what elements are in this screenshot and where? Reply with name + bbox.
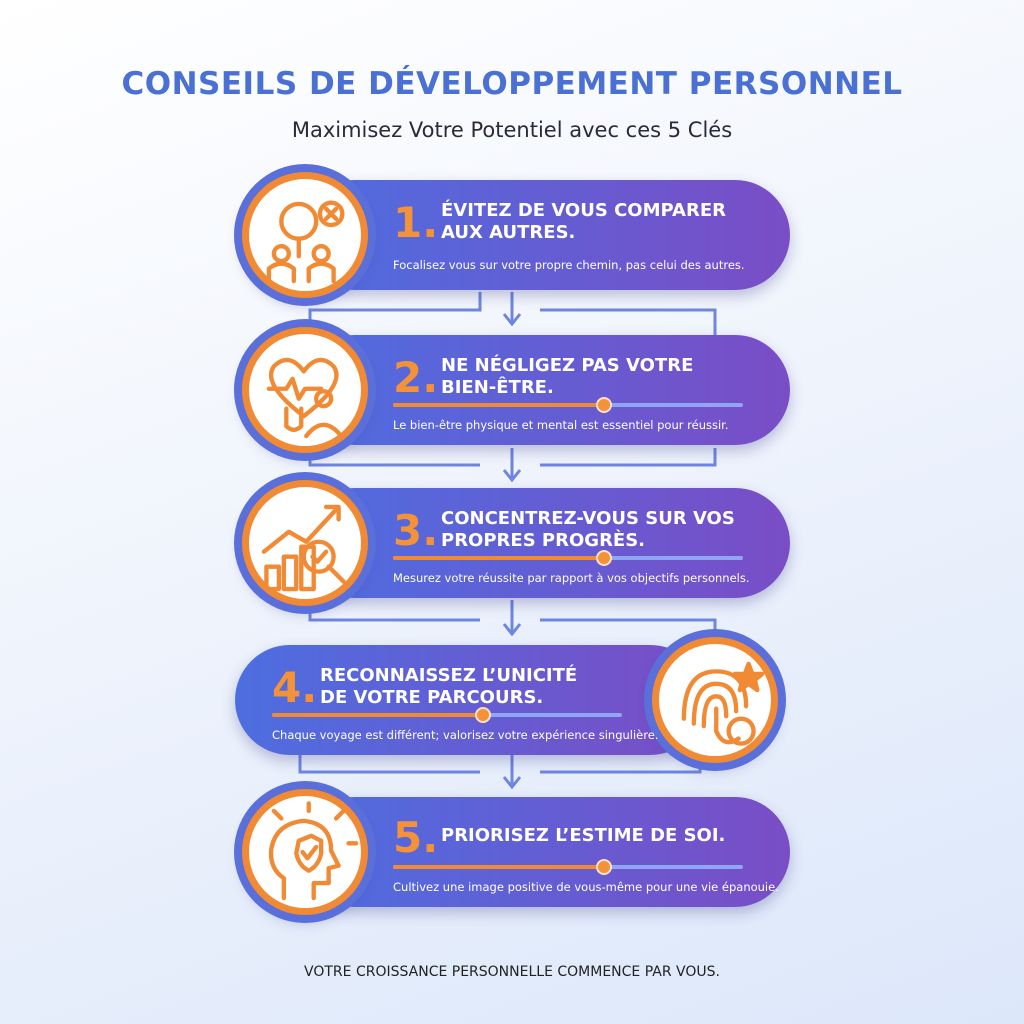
card bbox=[235, 645, 705, 755]
item-title: BIEN-ÊTRE. bbox=[441, 377, 554, 398]
item-description: Chaque voyage est différent; valorisez v… bbox=[272, 728, 659, 742]
item-number: 1. bbox=[393, 198, 439, 247]
card bbox=[300, 335, 790, 445]
item-description: Le bien-être physique et mental est esse… bbox=[393, 418, 729, 432]
card bbox=[300, 797, 790, 907]
item-number: 4. bbox=[272, 663, 318, 712]
slider-knob bbox=[596, 397, 612, 413]
icon-circle bbox=[242, 789, 368, 915]
card bbox=[300, 180, 790, 290]
item-title: CONCENTREZ-VOUS SUR VOS bbox=[441, 508, 735, 529]
item-number: 5. bbox=[393, 813, 439, 862]
icon bbox=[268, 801, 359, 901]
item-description: Focalisez vous sur votre propre chemin, … bbox=[393, 258, 745, 272]
item-number: 2. bbox=[393, 353, 439, 402]
slider-knob bbox=[475, 707, 491, 723]
slider-knob bbox=[596, 550, 612, 566]
icon-circle bbox=[242, 480, 368, 606]
item-number: 3. bbox=[393, 506, 439, 555]
icon bbox=[266, 357, 344, 439]
item-title: PROPRES PROGRÈS. bbox=[441, 530, 646, 551]
item-description: Mesurez votre réussite par rapport à vos… bbox=[393, 571, 750, 585]
subtitle: Maximisez Votre Potentiel avec ces 5 Clé… bbox=[291, 118, 733, 142]
item-title: RECONNAISSEZ L’UNICITÉ bbox=[320, 665, 578, 686]
slider-fill bbox=[272, 713, 482, 717]
slider-fill bbox=[393, 865, 603, 869]
title: CONSEILS DE DÉVELOPPEMENT PERSONNEL bbox=[121, 66, 903, 102]
icon-circle bbox=[242, 172, 368, 298]
icon bbox=[266, 200, 345, 284]
slider-fill bbox=[393, 403, 603, 407]
footer: VOTRE CROISSANCE PERSONNELLE COMMENCE PA… bbox=[304, 964, 720, 980]
item-title: ÉVITEZ DE VOUS COMPARER bbox=[441, 200, 726, 221]
item-title: PRIORISEZ L’ESTIME DE SOI. bbox=[441, 825, 726, 846]
item-title: AUX AUTRES. bbox=[441, 222, 576, 243]
item-title: NE NÉGLIGEZ PAS VOTRE bbox=[441, 355, 694, 376]
item-title: DE VOTRE PARCOURS. bbox=[320, 687, 544, 708]
slider-knob bbox=[596, 859, 612, 875]
icon bbox=[681, 661, 765, 746]
card bbox=[300, 488, 790, 598]
icon bbox=[261, 504, 346, 592]
icon-circle bbox=[242, 327, 368, 453]
item-description: Cultivez une image positive de vous-même… bbox=[393, 880, 779, 894]
slider-fill bbox=[393, 556, 603, 560]
icon-circle bbox=[652, 637, 778, 763]
